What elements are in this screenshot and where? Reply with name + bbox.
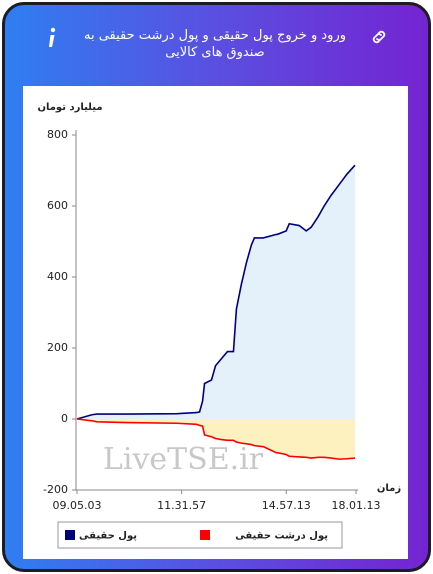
series-line	[76, 418, 356, 460]
y-tick-label: 200	[47, 341, 68, 354]
x-tick-label: 14.57.13	[262, 499, 311, 512]
y-tick-label: -200	[43, 483, 68, 496]
area-fill	[77, 165, 356, 419]
x-tick-label: 09.05.03	[53, 499, 102, 512]
x-tick-label: 11.31.57	[157, 499, 206, 512]
y-tick-label: 400	[47, 270, 68, 283]
x-tick-label: 18.01.13	[332, 499, 381, 512]
header-title: ورود و خروج پول حقیقی و پول درشت حقیقی ب…	[83, 28, 346, 60]
y-tick-label: 800	[47, 128, 68, 141]
y-tick-label: 600	[47, 199, 68, 212]
series-line	[76, 164, 356, 420]
legend-swatch	[65, 530, 75, 540]
y-tick-label: 0	[61, 412, 68, 425]
x-axis-label: زمان	[377, 483, 401, 494]
y-axis-label: میلیارد تومان	[37, 102, 102, 113]
watermark: LiveTSE.ir	[103, 442, 264, 477]
legend-label: پول حقیقی	[79, 531, 137, 542]
legend-swatch	[200, 530, 210, 540]
link-icon[interactable]	[372, 30, 386, 44]
info-icon[interactable]	[49, 27, 56, 47]
legend-label: پول درشت حقیقی	[235, 531, 328, 542]
area-fill	[77, 419, 356, 460]
